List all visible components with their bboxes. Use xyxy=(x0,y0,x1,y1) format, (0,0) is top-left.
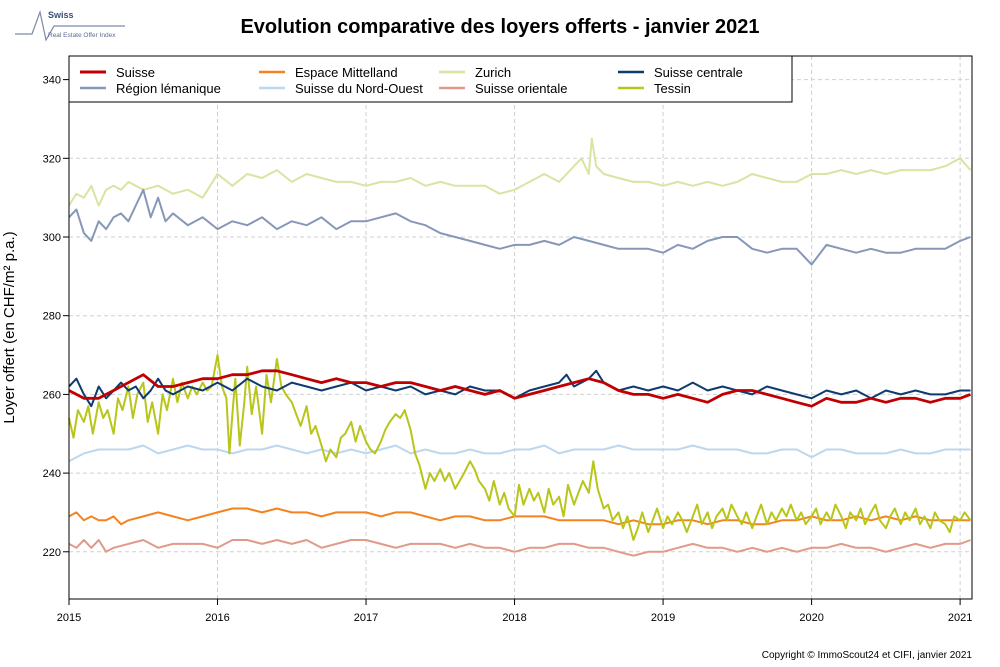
series-line-r-gion-l-manique xyxy=(68,188,971,266)
series-line-suisse-orientale xyxy=(68,539,971,557)
legend-label: Région lémanique xyxy=(116,81,221,96)
y-axis-label: Loyer offert (en CHF/m² p.a.) xyxy=(1,231,18,423)
y-tick-label: 220 xyxy=(43,547,61,559)
x-tick-label: 2019 xyxy=(651,612,675,624)
legend-label: Suisse xyxy=(116,65,155,80)
x-tick-label: 2015 xyxy=(57,612,81,624)
legend-item: Tessin xyxy=(618,81,691,96)
y-tick-label: 320 xyxy=(43,153,61,165)
legend-label: Espace Mittelland xyxy=(295,65,398,80)
y-axis: 220 240 260 280 300 320 340 xyxy=(43,75,69,559)
legend-label: Suisse orientale xyxy=(475,81,568,96)
series-line-suisse-du-nord-ouest xyxy=(68,444,971,463)
legend-item: Suisse xyxy=(80,65,155,80)
y-tick-label: 340 xyxy=(43,75,61,87)
logo-subtitle-text: Real Estate Offer Index xyxy=(48,32,116,39)
legend-item: Espace Mittelland xyxy=(259,65,398,80)
legend: Suisse Espace Mittelland Zurich Suisse cent… xyxy=(68,55,793,103)
swiss-reoi-logo: Swiss Real Estate Offer Index xyxy=(15,9,125,42)
y-tick-label: 280 xyxy=(43,311,61,323)
x-tick-label: 2021 xyxy=(948,612,972,624)
legend-item: Suisse orientale xyxy=(439,81,568,96)
series-layer xyxy=(68,137,972,557)
legend-item: Suisse centrale xyxy=(618,65,743,80)
x-axis: 2015 2016 2017 2018 2019 2020 2021 xyxy=(57,599,972,624)
legend-item: Zurich xyxy=(439,65,511,80)
x-tick-label: 2017 xyxy=(354,612,378,624)
x-tick-label: 2016 xyxy=(205,612,229,624)
y-tick-label: 300 xyxy=(43,232,61,244)
plot-frame xyxy=(68,55,973,600)
grid-lines xyxy=(68,56,972,599)
x-tick-label: 2020 xyxy=(799,612,823,624)
legend-item: Région lémanique xyxy=(80,81,221,96)
series-line-espace-mittelland xyxy=(68,507,971,526)
logo-swiss-text: Swiss xyxy=(48,10,74,20)
legend-box xyxy=(68,55,793,103)
copyright-text: Copyright © ImmoScout24 et CIFI, janvier… xyxy=(761,650,972,661)
series-line-suisse xyxy=(68,369,971,408)
legend-item: Suisse du Nord-Ouest xyxy=(259,81,423,96)
chart-title: Evolution comparative des loyers offerts… xyxy=(240,16,760,38)
legend-label: Tessin xyxy=(654,81,691,96)
series-line-suisse-centrale xyxy=(68,369,971,408)
series-line-zurich xyxy=(68,137,972,207)
y-tick-label: 260 xyxy=(43,389,61,401)
legend-label: Suisse du Nord-Ouest xyxy=(295,81,423,96)
logo-graph-icon xyxy=(15,9,125,42)
legend-label: Suisse centrale xyxy=(654,65,743,80)
legend-label: Zurich xyxy=(475,65,511,80)
y-tick-label: 240 xyxy=(43,468,61,480)
x-tick-label: 2018 xyxy=(502,612,526,624)
series-line-tessin xyxy=(68,354,972,541)
